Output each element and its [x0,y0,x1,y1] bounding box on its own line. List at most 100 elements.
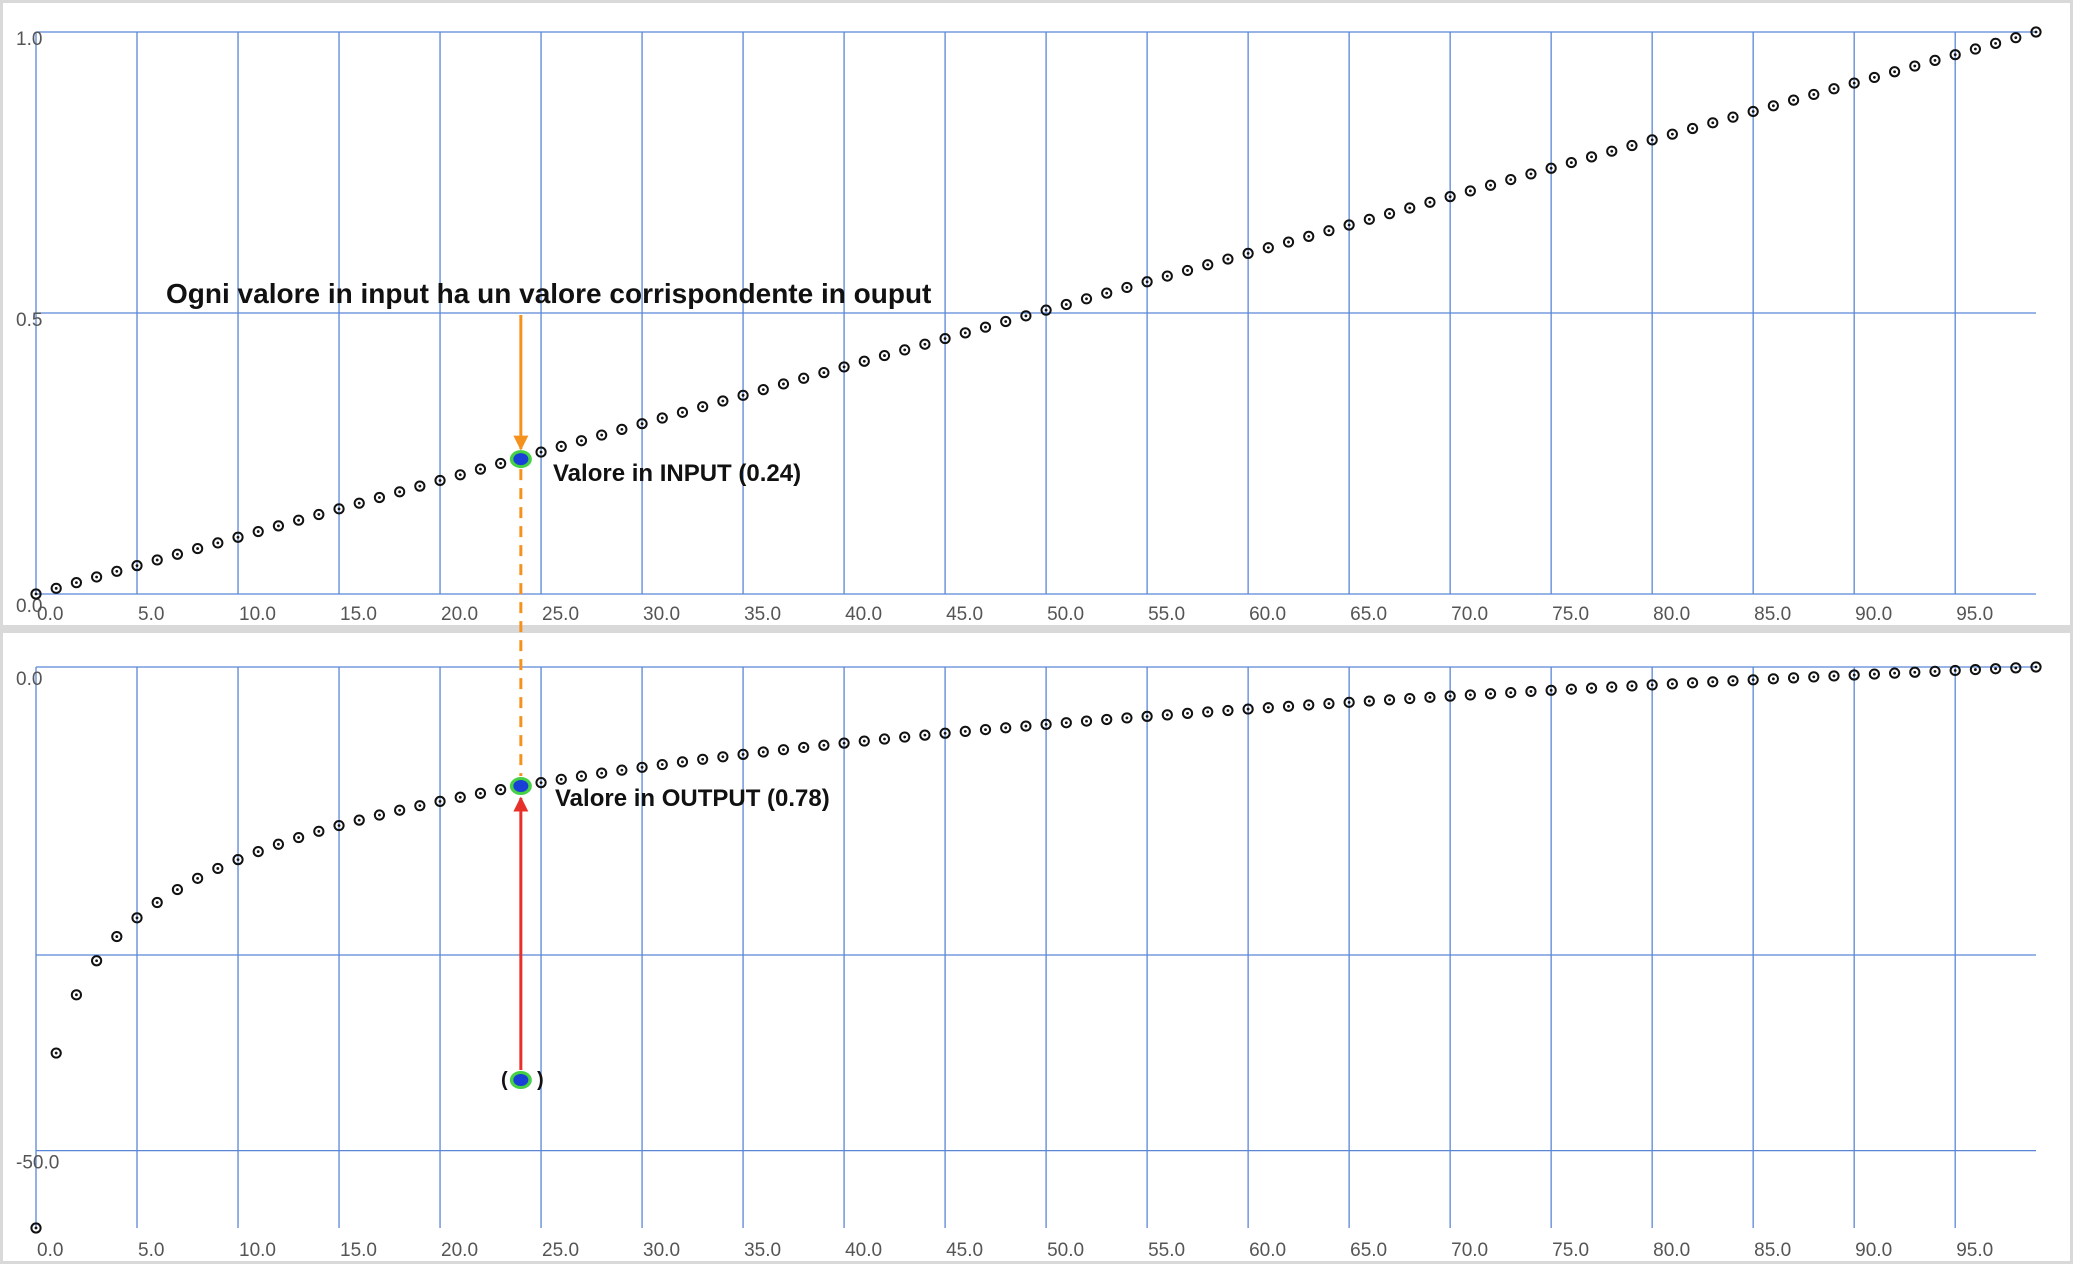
data-point-center [701,405,705,409]
data-point-center [297,518,301,522]
input-point-label: Valore in INPUT (0.24) [553,460,801,487]
data-point-center [75,581,78,585]
data-point [757,384,769,396]
data-point [1181,707,1194,719]
data-point-center [1973,47,1977,51]
data-point [1262,242,1274,254]
x-tick-label: 80.0 [1653,604,1690,625]
data-point [50,1047,62,1059]
data-point [252,845,264,858]
data-point-center [1448,694,1452,698]
data-point [414,480,426,492]
x-tick-label: 30.0 [643,604,680,625]
data-point-center [1731,679,1735,683]
data-point-center [1953,669,1957,672]
data-point [1141,710,1153,722]
x-tick-label: 65.0 [1350,604,1387,625]
data-point-center [1549,688,1553,692]
data-point-center [34,1226,38,1230]
x-tick-label: 45.0 [946,1240,983,1261]
data-point-center [1085,719,1088,723]
data-point-center [721,755,725,759]
data-point-center [1367,217,1371,221]
data-point [717,395,729,407]
data-point-center [1771,677,1775,681]
data-point-center [256,530,260,533]
data-point [1424,691,1436,703]
data-point [616,764,628,776]
data-point-center [1347,700,1351,704]
data-point-center [95,959,99,963]
data-point [616,423,628,435]
x-tick-label: 80.0 [1653,1240,1690,1261]
data-point-center [640,422,644,426]
data-point-center [1893,671,1896,675]
data-point [151,896,163,909]
data-point-center [923,342,927,346]
data-point-center [1024,314,1028,318]
data-point [1525,685,1537,698]
data-point-center [883,737,886,741]
x-tick-label: 15.0 [340,604,377,625]
data-point-center [1307,703,1311,707]
data-point [353,814,365,826]
data-point-center [1650,138,1654,142]
data-point-center [1367,699,1371,703]
data-point [1181,264,1194,277]
data-point-center [236,858,240,862]
data-point [1868,71,1880,84]
data-point-center [1186,711,1189,715]
data-point [1060,298,1072,311]
data-point [1767,100,1779,112]
data-point [1646,679,1658,691]
data-point-center [196,876,200,880]
data-point-center [1044,722,1048,726]
data-point-center [1186,269,1189,272]
data-point [353,497,365,509]
data-point [50,582,62,594]
data-point [1303,699,1315,711]
data-point-center [1105,291,1109,295]
data-point [1505,173,1517,186]
data-point [1848,77,1860,89]
data-point [2030,26,2042,38]
data-point [959,327,971,339]
data-point-center [1913,670,1917,674]
data-point-center [1973,668,1977,671]
data-point-center [681,410,684,414]
data-point-center [1428,695,1432,699]
data-point-center [357,818,361,822]
data-point [596,767,608,779]
data-point [1464,689,1476,701]
data-point-center [600,771,604,775]
data-point [293,831,305,844]
data-point [737,389,749,401]
data-point-center [1287,704,1290,708]
data-point-center [317,829,321,833]
x-tick-label: 25.0 [542,604,579,625]
data-point-center [418,804,422,808]
data-point [1040,304,1052,316]
data-point [575,435,588,447]
data-point [818,367,830,379]
data-point-center [822,743,826,747]
data-point-center [822,371,826,375]
data-point-center [1711,680,1715,684]
data-point-center [1408,206,1412,210]
data-point-center [1994,667,1997,671]
data-point-center [418,484,422,488]
x-tick-label: 45.0 [946,604,983,625]
data-point [1383,694,1396,706]
data-point [212,862,224,875]
data-point-center [135,564,139,568]
x-tick-label: 85.0 [1754,1240,1791,1261]
data-point-center [1933,669,1937,673]
data-point [1404,692,1416,705]
data-point [858,735,870,747]
data-point [1101,713,1113,726]
data-point [1000,315,1012,328]
data-point-center [984,728,987,731]
data-point [656,412,668,424]
x-tick-label: 20.0 [441,604,478,625]
x-tick-label: 50.0 [1047,604,1084,625]
